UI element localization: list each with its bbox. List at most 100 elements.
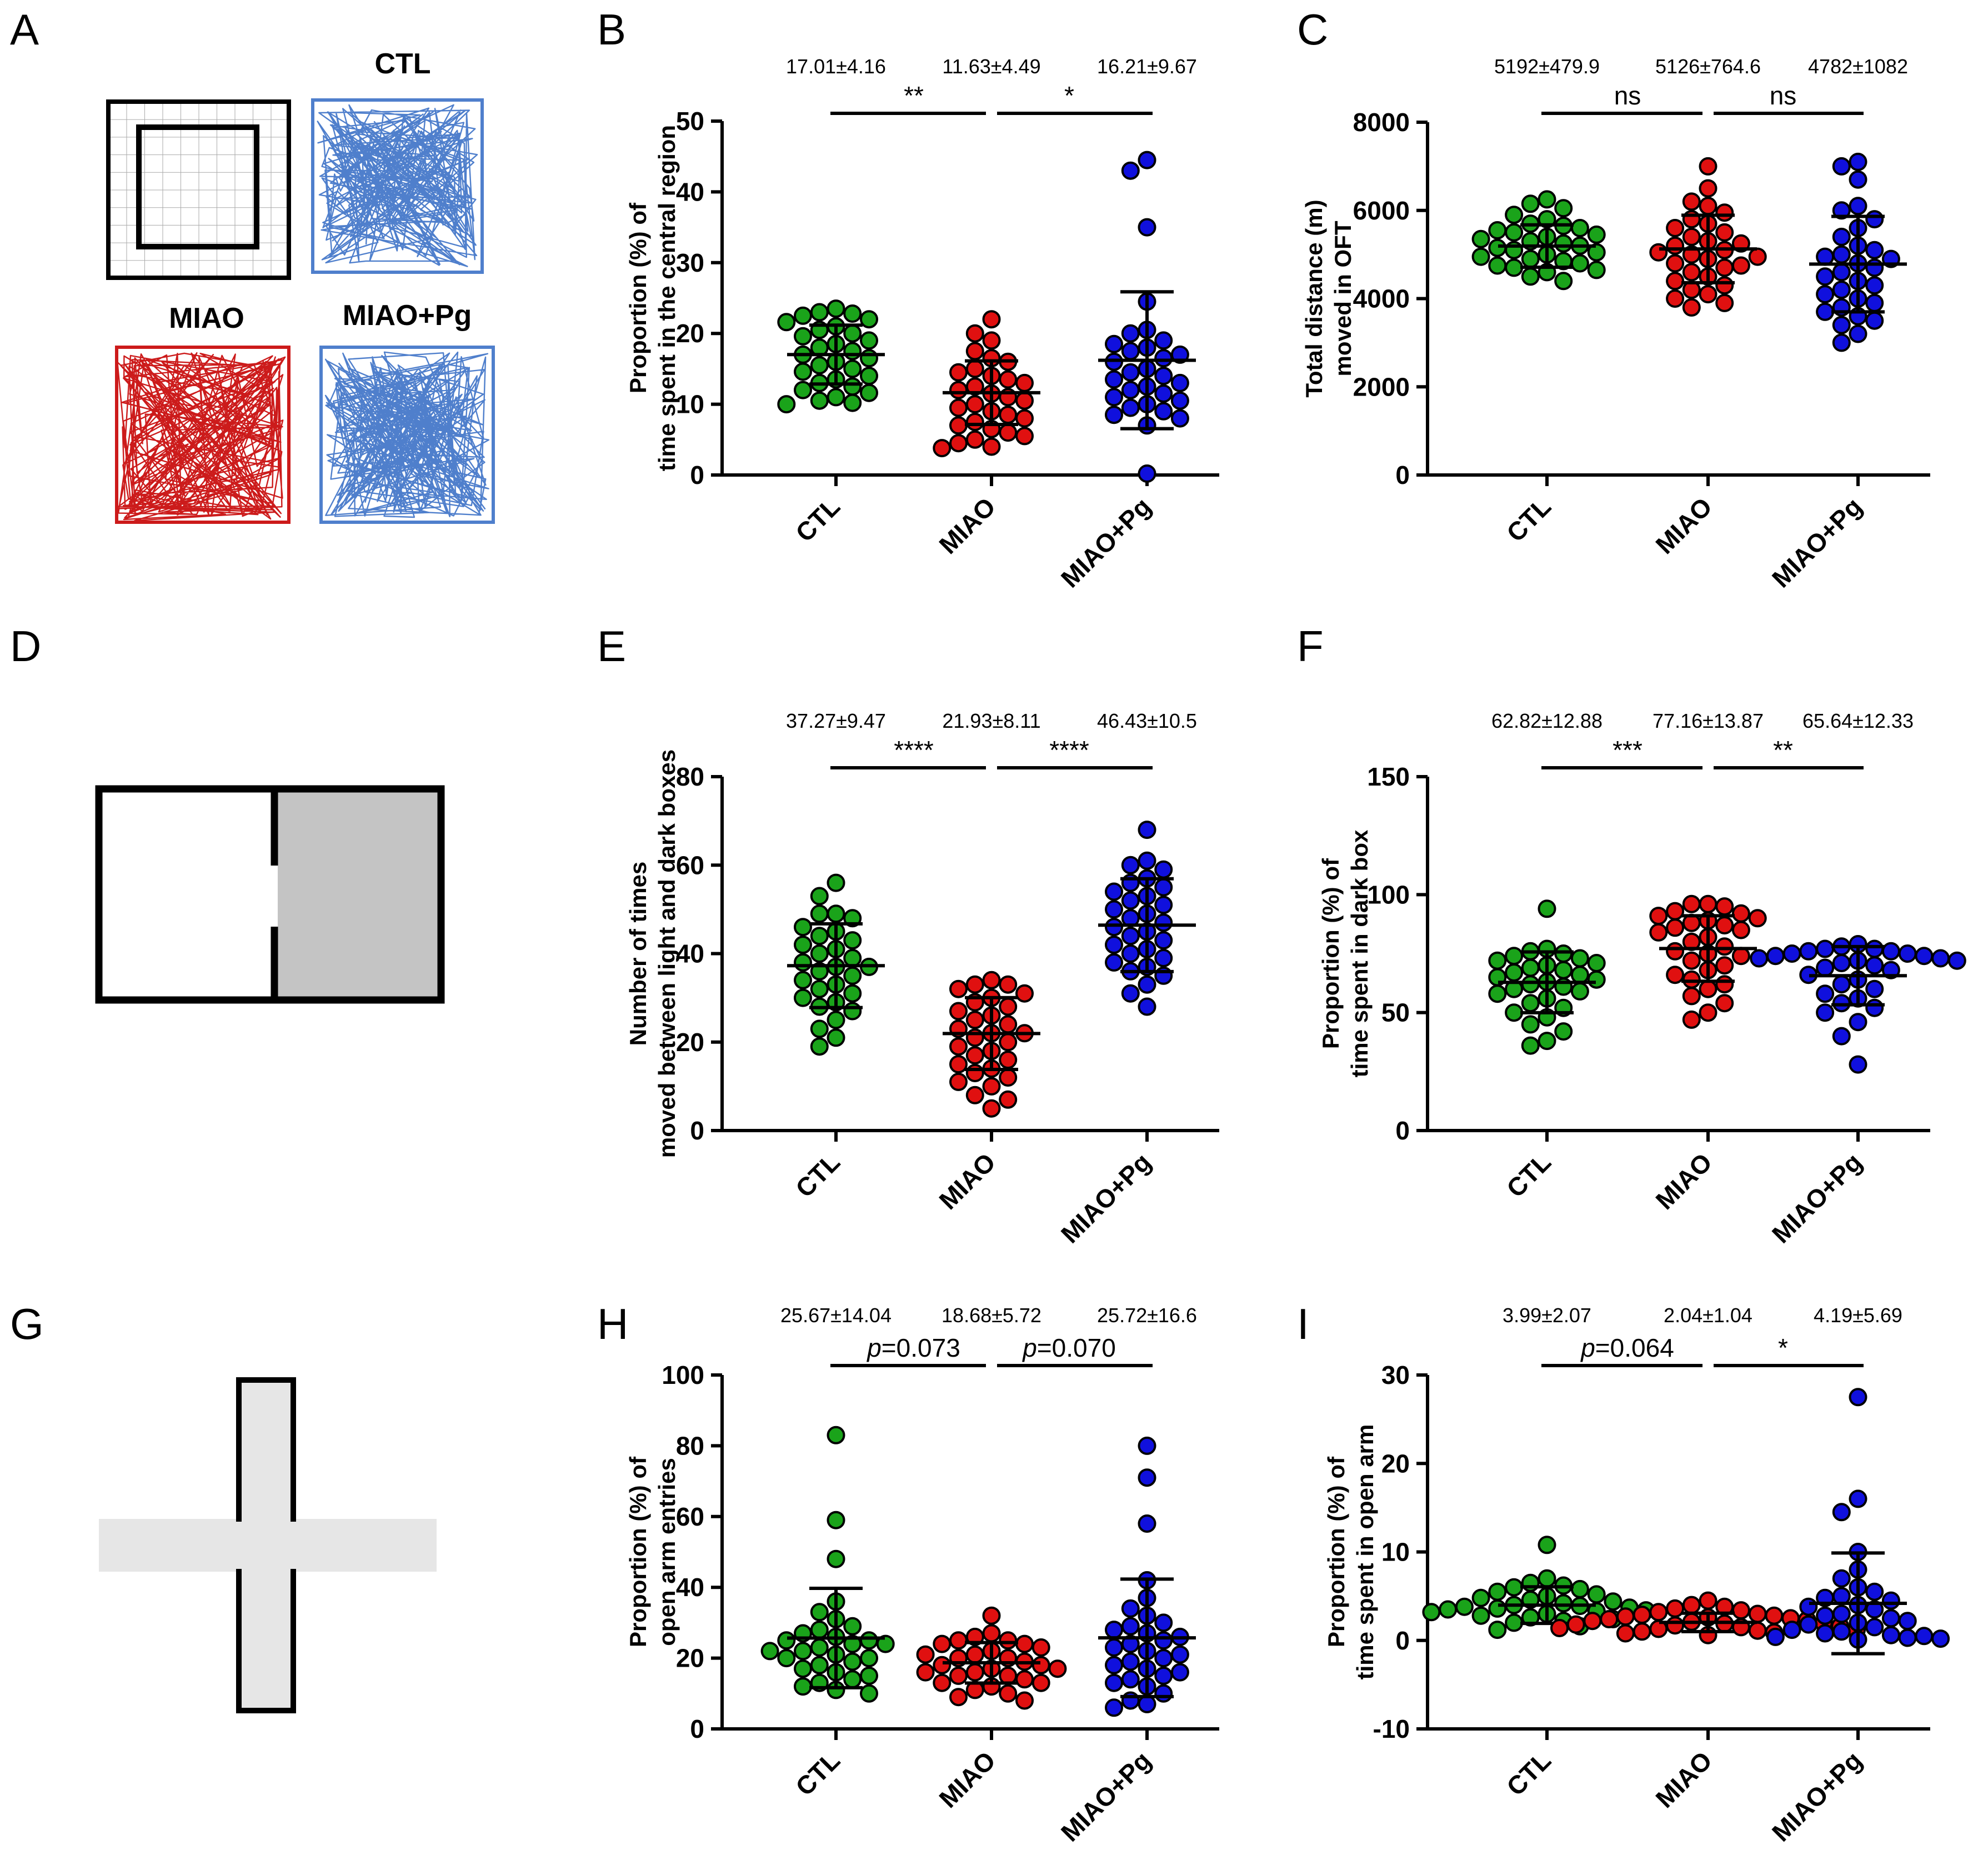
data-point-miao: [949, 1037, 968, 1056]
data-point-miao-pg: [1154, 384, 1173, 403]
x-category-label: MIAO+Pg: [1766, 1746, 1867, 1847]
data-point-miao-pg: [1154, 402, 1173, 421]
data-point-miao: [999, 1068, 1018, 1087]
data-point-miao-pg: [1816, 1003, 1835, 1022]
panel-letter-g: G: [10, 1299, 44, 1348]
data-point-ctl: [794, 918, 812, 937]
data-point-ctl: [827, 1426, 845, 1444]
data-point-ctl: [777, 1649, 796, 1668]
data-point-miao-pg: [1832, 333, 1851, 352]
data-point-miao-pg: [1121, 1599, 1140, 1618]
y-tick-label: 50: [1381, 998, 1410, 1027]
data-point-miao: [1715, 916, 1734, 934]
x-category-label: MIAO+Pg: [1766, 492, 1867, 593]
data-point-ctl: [1587, 970, 1606, 989]
data-point-ctl: [843, 931, 862, 950]
data-point-ctl: [1488, 1621, 1507, 1639]
data-point-miao: [1731, 947, 1750, 966]
stat-label: 17.01±4.16: [786, 55, 886, 78]
data-point-miao-pg: [1865, 998, 1884, 1017]
data-point-miao-pg: [1154, 931, 1173, 950]
x-category-label: CTL: [1501, 492, 1556, 547]
label-miao-pg-track: MIAO+Pg: [343, 299, 472, 332]
data-point-ctl: [1488, 221, 1507, 239]
y-tick-label: 0: [1395, 1626, 1410, 1655]
data-point-ctl: [860, 367, 878, 386]
data-point-ctl: [860, 310, 878, 329]
movement-path: [117, 352, 286, 522]
data-point-ctl: [827, 873, 845, 892]
panel-letter-a: A: [10, 5, 39, 54]
data-point-ctl: [1488, 238, 1507, 257]
data-point-miao-pg: [1849, 152, 1867, 171]
y-tick-label: 0: [1395, 1116, 1410, 1145]
data-point-miao: [999, 1631, 1018, 1650]
data-point-miao-pg: [1832, 227, 1851, 246]
data-point-miao: [965, 1046, 984, 1065]
data-point-miao: [965, 377, 984, 396]
data-point-miao-pg: [1865, 1582, 1884, 1601]
data-point-ctl: [843, 1652, 862, 1671]
data-point-miao: [933, 1656, 952, 1674]
data-point-ctl: [843, 1634, 862, 1653]
data-point-ctl: [1488, 256, 1507, 275]
data-point-miao-pg: [1154, 367, 1173, 386]
data-point-miao-pg: [1154, 913, 1173, 932]
data-point-miao-pg: [1105, 406, 1123, 424]
data-point-miao-pg: [1138, 851, 1156, 870]
data-point-ctl: [810, 356, 829, 374]
data-point-ctl: [1604, 1592, 1623, 1611]
y-axis-label: moved between light and dark boxes: [654, 749, 680, 1158]
data-point-miao: [965, 1663, 984, 1682]
data-point-miao: [999, 406, 1018, 424]
x-category-label: MIAO+Pg: [1055, 1746, 1156, 1847]
data-point-ctl: [1587, 225, 1606, 244]
data-point-miao: [949, 1666, 968, 1685]
data-point-miao-pg: [1170, 409, 1189, 428]
data-point-miao: [1715, 293, 1734, 312]
data-point-miao: [1699, 979, 1717, 998]
data-point-miao: [949, 381, 968, 399]
data-point-miao-pg: [1154, 1684, 1173, 1703]
data-point-miao-pg: [1865, 276, 1884, 295]
data-point-miao: [949, 398, 968, 417]
dark-box: [274, 789, 441, 1000]
data-point-miao-pg: [1750, 949, 1769, 968]
data-point-ctl: [827, 299, 845, 318]
data-point-miao: [949, 1072, 968, 1091]
data-point-ctl: [810, 1603, 829, 1622]
y-tick-label: 30: [676, 248, 704, 277]
arena-grid-schematic: [106, 99, 291, 280]
data-point-miao-pg: [1105, 1673, 1123, 1692]
data-point-ctl: [1538, 899, 1556, 918]
y-tick-label: 100: [1367, 880, 1410, 909]
data-point-ctl: [1488, 984, 1507, 1003]
data-point-ctl: [1538, 190, 1556, 209]
data-point-miao: [1715, 956, 1734, 975]
data-point-ctl: [1521, 975, 1540, 994]
data-point-ctl: [1570, 219, 1589, 237]
y-tick-label: 0: [1395, 461, 1410, 489]
data-point-miao-pg: [1816, 1606, 1835, 1625]
data-point-miao: [965, 342, 984, 361]
data-point-ctl: [843, 324, 862, 343]
data-point-miao: [1649, 1603, 1668, 1622]
data-point-miao-pg: [1849, 1489, 1867, 1508]
panel-h: H 0 20 40 60 80 100 CTL MIAO MIAO+Pg Proportion (%…: [597, 1299, 1219, 1847]
x-category-label: MIAO: [1650, 1746, 1717, 1813]
data-point-miao-pg: [1849, 170, 1867, 189]
significance-label: ****: [894, 736, 934, 764]
data-point-miao-pg: [1105, 1698, 1123, 1717]
data-point-miao: [949, 434, 968, 453]
data-point-ctl: [810, 1037, 829, 1056]
stat-label: 5192±479.9: [1494, 55, 1600, 78]
data-point-miao-pg: [1881, 1609, 1900, 1628]
data-point-miao-pg: [1865, 311, 1884, 330]
data-point-miao: [1048, 1659, 1067, 1678]
data-point-ctl: [860, 1631, 878, 1650]
panel-letter-b: B: [597, 5, 626, 54]
box-door: [272, 866, 278, 927]
data-point-miao-pg: [1849, 1013, 1867, 1032]
data-point-miao: [982, 1077, 1001, 1096]
data-point-miao-pg: [1898, 1628, 1917, 1647]
